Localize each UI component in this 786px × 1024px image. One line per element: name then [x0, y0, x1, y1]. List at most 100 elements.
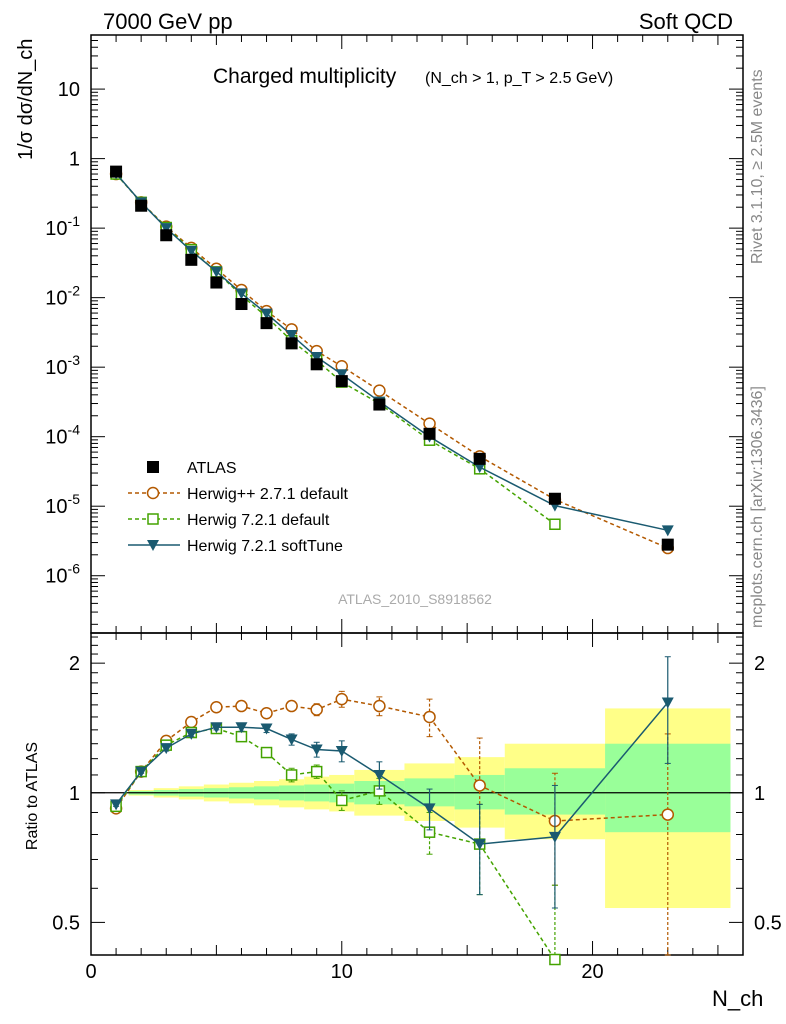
data-point [473, 462, 486, 474]
data-point [260, 317, 273, 330]
data-point [285, 337, 298, 350]
data-point [661, 697, 674, 709]
data-point [473, 779, 486, 792]
rivet-version-text: Rivet 3.1.10, ≥ 2.5M events [749, 69, 766, 264]
data-point [147, 461, 159, 473]
ratio-y-tick-label-right: 2 [754, 653, 765, 675]
data-point [260, 746, 273, 759]
data-point [473, 839, 486, 851]
data-point [185, 245, 198, 257]
data-point [548, 492, 561, 505]
main-title: Charged multiplicity [213, 65, 397, 88]
data-point [423, 803, 436, 815]
y-tick-label: 10-6 [45, 561, 80, 588]
ratio-y-tick-label-right: 0.5 [754, 912, 782, 934]
data-point [185, 728, 198, 740]
data-point [423, 417, 436, 430]
data-point [235, 699, 248, 713]
data-point [310, 358, 323, 371]
data-point [373, 699, 386, 713]
series-line [115, 727, 556, 960]
data-point [260, 707, 273, 720]
title-sub: (N_ch > 1, p_T > 2.5 GeV) [425, 70, 613, 87]
data-point [373, 384, 386, 397]
data-point [210, 722, 223, 734]
data-point [548, 831, 561, 843]
data-point [285, 699, 298, 713]
data-point [160, 229, 173, 242]
data-point [335, 375, 348, 388]
data-point [373, 398, 386, 411]
y-tick-label: 10-3 [45, 352, 80, 379]
data-point [310, 703, 323, 716]
ratio-y-tick-label: 2 [69, 653, 80, 675]
legend-label: Herwig 7.2.1 softTune [187, 538, 343, 555]
data-point [210, 700, 223, 714]
data-point [335, 746, 348, 758]
x-tick-label: 10 [331, 961, 353, 983]
data-point [310, 352, 323, 364]
data-point [235, 288, 248, 300]
data-point [549, 518, 561, 531]
data-point [549, 953, 561, 966]
data-point [135, 766, 148, 778]
data-point [661, 525, 674, 537]
y-tick-label: 10-5 [45, 491, 80, 518]
data-point [260, 308, 273, 320]
y-tick-label: 10 [58, 79, 80, 101]
header-right: Soft QCD [639, 9, 733, 34]
main-ylabel: 1/σ dσ/dN_ch [15, 39, 37, 160]
mcplots-text: mcplots.cern.ch [arXiv:1306.3436] [749, 386, 766, 628]
data-point [160, 743, 173, 755]
data-point [335, 692, 349, 706]
data-point [235, 722, 248, 734]
legend: ATLAS Herwig++ 2.7.1 default Herwig 7.2.1 … [128, 460, 349, 555]
data-point [661, 808, 675, 821]
y-tick-label: 1 [69, 149, 80, 171]
watermark: ATLAS_2010_S8918562 [338, 591, 492, 607]
x-tick-label: 0 [85, 961, 96, 983]
data-point [147, 513, 159, 525]
data-point [235, 298, 248, 311]
data-point [110, 799, 123, 811]
title-main: Charged multiplicity [213, 65, 397, 88]
data-point [285, 769, 298, 781]
data-point [336, 794, 348, 807]
legend-label: Herwig++ 2.7.1 default [187, 486, 349, 503]
data-point [310, 744, 323, 756]
data-point [373, 769, 386, 781]
data-point [185, 253, 198, 266]
ratio-xlabel: N_ch [712, 986, 763, 1011]
data-point [185, 715, 198, 729]
header-left: 7000 GeV pp [103, 9, 233, 34]
ratio-y-tick-label: 0.5 [52, 912, 80, 934]
data-point [423, 710, 436, 724]
data-point [423, 427, 436, 440]
data-point [260, 723, 273, 735]
main-plot-panel: 10-6 10-5 10-4 10-3 10-2 10-1 1 10 [45, 34, 744, 634]
series-line [115, 698, 668, 822]
data-point [147, 540, 159, 551]
data-point [210, 266, 223, 278]
data-point [110, 165, 123, 178]
y-tick-label: 10-2 [45, 283, 80, 310]
data-point [146, 486, 160, 500]
data-point [160, 223, 173, 235]
data-point [473, 452, 486, 465]
ratio-y-tick-label: 1 [69, 783, 80, 805]
y-tick-label: 10-4 [45, 422, 80, 449]
ratio-ylabel: Ratio to ATLAS [24, 742, 41, 850]
data-point [285, 330, 298, 342]
ratio-plot-panel: 0 10 20 0.5 0.5 1 1 2 2 [52, 35, 782, 983]
data-point [210, 276, 223, 289]
x-tick-label: 20 [581, 961, 603, 983]
data-point [661, 538, 674, 551]
legend-label: Herwig 7.2.1 default [187, 512, 330, 529]
data-point [285, 734, 298, 746]
y-tick-label: 10-1 [45, 213, 80, 240]
data-point [135, 199, 148, 212]
data-point [335, 369, 348, 381]
legend-label: ATLAS [187, 460, 237, 477]
data-point [310, 765, 323, 778]
